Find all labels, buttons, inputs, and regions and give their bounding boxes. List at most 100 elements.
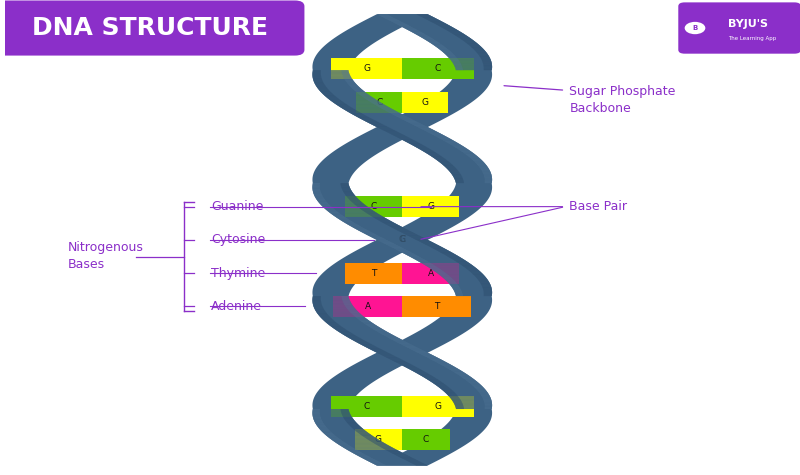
Polygon shape [454, 404, 463, 405]
Polygon shape [470, 383, 479, 384]
Polygon shape [330, 100, 378, 101]
Polygon shape [378, 240, 389, 241]
Polygon shape [385, 18, 437, 19]
Polygon shape [430, 133, 442, 134]
Polygon shape [436, 362, 447, 363]
Polygon shape [425, 265, 435, 266]
Polygon shape [365, 459, 376, 460]
Polygon shape [324, 321, 335, 322]
Polygon shape [420, 149, 431, 150]
Polygon shape [364, 233, 416, 234]
Polygon shape [342, 414, 350, 415]
Polygon shape [353, 227, 363, 228]
Polygon shape [442, 389, 452, 390]
Polygon shape [341, 183, 349, 184]
Polygon shape [398, 250, 449, 251]
Polygon shape [448, 170, 458, 171]
Polygon shape [387, 19, 398, 20]
Polygon shape [455, 406, 464, 407]
Polygon shape [410, 144, 422, 145]
Polygon shape [395, 341, 406, 342]
Polygon shape [334, 216, 382, 217]
Polygon shape [394, 248, 406, 249]
Polygon shape [330, 326, 342, 327]
Polygon shape [407, 29, 418, 30]
Polygon shape [435, 46, 481, 47]
Polygon shape [358, 319, 368, 320]
Polygon shape [341, 107, 390, 108]
Polygon shape [330, 213, 340, 214]
Polygon shape [452, 287, 460, 288]
Polygon shape [433, 383, 479, 384]
Polygon shape [334, 441, 382, 442]
Polygon shape [313, 305, 353, 306]
Polygon shape [326, 435, 335, 436]
Polygon shape [459, 150, 470, 151]
Polygon shape [376, 239, 387, 240]
Polygon shape [313, 184, 349, 185]
Polygon shape [350, 113, 362, 114]
Polygon shape [464, 153, 474, 154]
Circle shape [685, 22, 706, 34]
Polygon shape [418, 374, 430, 375]
Polygon shape [357, 342, 370, 343]
Polygon shape [421, 37, 431, 38]
Polygon shape [382, 447, 394, 448]
Polygon shape [376, 465, 387, 466]
Polygon shape [314, 421, 323, 422]
Polygon shape [476, 277, 486, 278]
Polygon shape [386, 224, 398, 225]
Polygon shape [413, 371, 463, 372]
Polygon shape [482, 397, 490, 398]
Polygon shape [478, 279, 487, 280]
Polygon shape [452, 371, 463, 372]
Polygon shape [406, 367, 456, 368]
Polygon shape [424, 356, 435, 357]
Polygon shape [410, 123, 422, 124]
Polygon shape [313, 186, 320, 187]
Polygon shape [322, 206, 368, 207]
Polygon shape [397, 342, 408, 343]
Polygon shape [435, 46, 445, 47]
Polygon shape [313, 190, 352, 191]
Polygon shape [485, 182, 492, 183]
Polygon shape [433, 270, 479, 271]
Polygon shape [454, 289, 492, 290]
Polygon shape [398, 25, 410, 26]
Polygon shape [427, 379, 438, 380]
Polygon shape [374, 329, 384, 330]
Polygon shape [374, 443, 385, 444]
Polygon shape [458, 149, 469, 150]
Polygon shape [334, 328, 382, 329]
Polygon shape [464, 266, 475, 267]
Polygon shape [356, 317, 366, 318]
Polygon shape [435, 159, 446, 160]
Polygon shape [322, 319, 368, 320]
Polygon shape [320, 91, 365, 92]
Polygon shape [359, 118, 411, 119]
Polygon shape [478, 280, 488, 281]
Polygon shape [358, 117, 409, 118]
Polygon shape [438, 387, 483, 388]
Polygon shape [349, 199, 359, 200]
Polygon shape [456, 69, 492, 70]
Polygon shape [424, 39, 434, 40]
Polygon shape [418, 35, 428, 36]
Polygon shape [313, 71, 349, 72]
Polygon shape [367, 325, 378, 326]
Polygon shape [360, 344, 373, 345]
Polygon shape [431, 156, 442, 157]
Polygon shape [313, 74, 321, 75]
Polygon shape [378, 106, 388, 107]
Polygon shape [479, 167, 488, 168]
Polygon shape [370, 237, 382, 238]
Polygon shape [412, 370, 462, 371]
Polygon shape [326, 322, 372, 323]
Polygon shape [455, 67, 492, 68]
Polygon shape [449, 143, 460, 144]
Polygon shape [454, 404, 492, 405]
Polygon shape [449, 396, 458, 397]
Text: A: A [365, 302, 371, 311]
Text: B: B [692, 25, 698, 31]
Polygon shape [313, 184, 320, 185]
